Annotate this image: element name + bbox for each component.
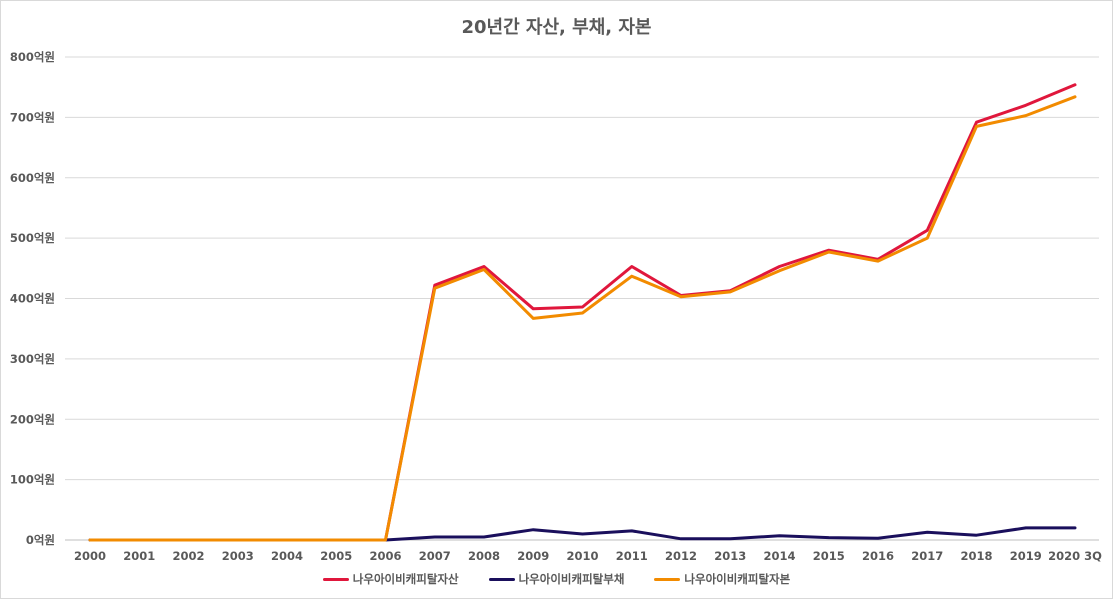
x-tick-label: 2005 [320,549,352,563]
x-tick-label: 2008 [468,549,500,563]
x-tick-label: 2009 [517,549,549,563]
y-tick-label: 400억원 [10,292,55,306]
legend-label: 나우아이비캐피탈부채 [518,572,625,586]
legend-swatch [654,577,681,581]
x-tick-label: 2018 [960,549,992,563]
y-tick-label: 600억원 [10,171,55,185]
x-tick-label: 2015 [813,549,845,563]
x-tick-label: 2006 [369,549,401,563]
x-tick-label: 2001 [123,549,155,563]
legend-swatch [322,577,349,581]
x-tick-label: 2017 [911,549,943,563]
x-tick-label: 2014 [763,549,795,563]
legend-label: 나우아이비캐피탈자산 [352,572,459,586]
x-tick-label: 2007 [419,549,451,563]
x-tick-label: 2012 [665,549,697,563]
x-tick-label: 2016 [862,549,894,563]
x-tick-label: 2020 3Q [1048,549,1102,563]
x-axis-ticks: 2000 2001 2002 2003 2004 2005 2006 2007 2008 2009… [74,549,1102,563]
series-line-2 [88,526,1077,542]
y-tick-label: 800억원 [10,50,55,64]
y-tick-label: 0억원 [26,533,55,547]
y-axis-ticks: 0억원 100억원 200억원 300억원 400억원 500억원 600억원 700억원 80… [10,50,55,547]
legend-item-2: 나우아이비캐피탈부채 [488,571,625,587]
x-tick-label: 2002 [172,549,204,563]
legend: 나우아이비캐피탈자산 나우아이비캐피탈부채 나우아이비캐피탈자본 [1,571,1112,587]
y-tick-label: 500억원 [10,231,55,245]
series-line-3 [88,95,1077,542]
gridlines [65,56,1099,541]
legend-item-3: 나우아이비캐피탈자본 [654,571,790,587]
x-tick-label: 2000 [74,549,106,563]
y-tick-label: 100억원 [10,473,55,487]
x-tick-label: 2019 [1010,549,1042,563]
legend-label: 나우아이비캐피탈자본 [684,572,791,586]
legend-item-1: 나우아이비캐피탈자산 [322,571,459,587]
y-tick-label: 200억원 [10,412,55,426]
series-lines [88,83,1077,542]
y-tick-label: 700억원 [10,110,55,124]
x-tick-label: 2010 [566,549,598,563]
legend-swatch [488,577,515,581]
x-tick-label: 2004 [271,549,303,563]
chart-title: 20년간 자산, 부채, 자본 [461,17,652,38]
x-tick-label: 2011 [616,549,648,563]
x-tick-label: 2003 [222,549,254,563]
y-tick-label: 300억원 [10,352,55,366]
x-tick-label: 2013 [714,549,746,563]
